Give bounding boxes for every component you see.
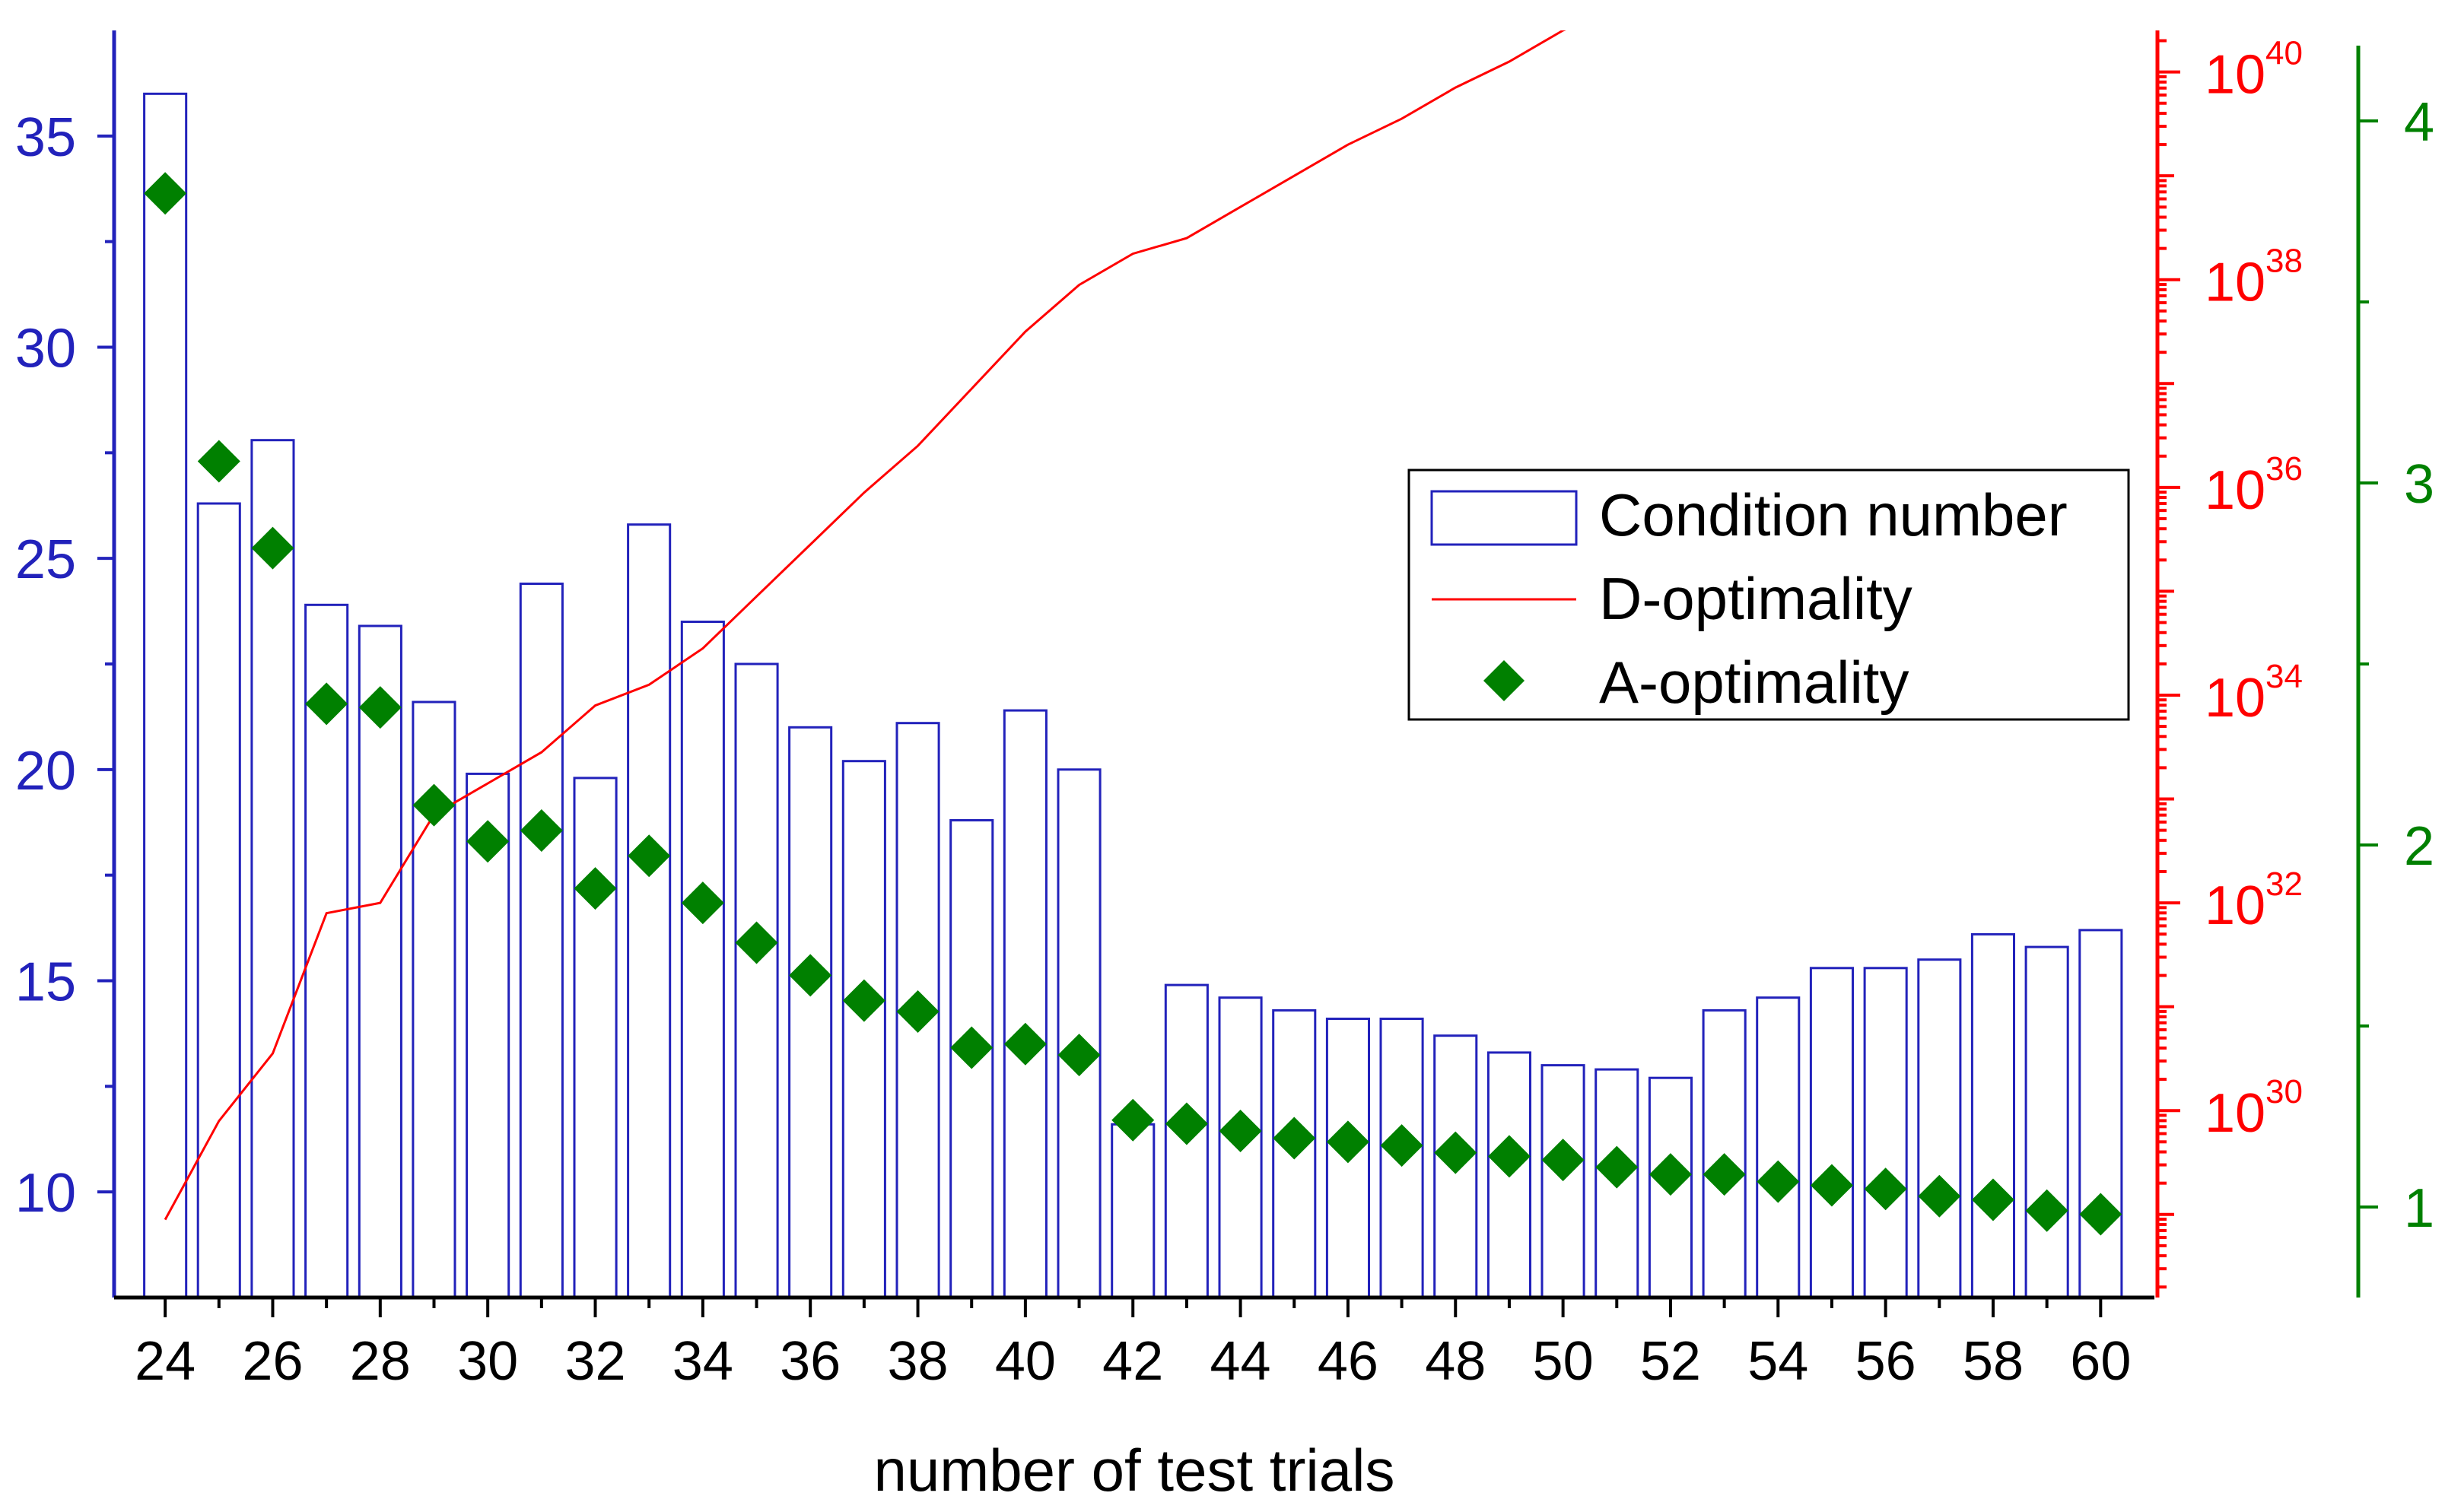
x-axis-title: number of test trials	[874, 1437, 1395, 1504]
a-optimality-point	[1057, 1034, 1101, 1077]
left-y-tick-label: 10	[15, 1163, 76, 1224]
x-tick-label: 52	[1640, 1331, 1701, 1392]
a-optimality-point	[1810, 1164, 1853, 1207]
x-tick-label: 32	[564, 1331, 625, 1392]
x-tick-label: 36	[780, 1331, 841, 1392]
x-tick-label: 56	[1855, 1331, 1916, 1392]
a-optimality-point	[1434, 1131, 1477, 1174]
a-optimality-point	[789, 954, 832, 997]
left-y-tick-label: 35	[15, 107, 76, 168]
x-tick-label: 34	[672, 1331, 733, 1392]
x-tick-label: 60	[2070, 1331, 2131, 1392]
right-y-1-tick-exponent: 32	[2265, 866, 2303, 903]
x-tick-label: 28	[350, 1331, 411, 1392]
legend-box	[1407, 469, 2130, 721]
legend-swatch-condition-number	[1430, 490, 1578, 546]
a-optimality-point	[358, 686, 402, 729]
a-optimality-point	[466, 820, 510, 863]
right-y-1-tick-label: 10	[2205, 45, 2265, 106]
a-optimality-point	[950, 1026, 994, 1069]
a-optimality-point	[1219, 1110, 1262, 1153]
right-y-2-tick-label: 2	[2404, 816, 2434, 877]
x-tick-label: 58	[1963, 1331, 2024, 1392]
x-tick-label: 26	[242, 1331, 303, 1392]
a-optimality-point	[842, 979, 885, 1022]
a-optimality-point	[1918, 1174, 1961, 1218]
x-tick-label: 50	[1533, 1331, 1594, 1392]
a-optimality-point	[1380, 1124, 1423, 1167]
a-optimality-point	[628, 834, 671, 878]
a-optimality-point	[1165, 1102, 1208, 1145]
right-y-1-tick-exponent: 38	[2265, 243, 2303, 280]
a-optimality-point	[2079, 1193, 2122, 1236]
right-y-2-tick-label: 1	[2404, 1178, 2434, 1239]
a-optimality-point	[144, 172, 187, 215]
a-optimality-point	[1595, 1145, 1639, 1189]
a-optimality-point	[1649, 1153, 1692, 1196]
a-optimality-point	[1326, 1120, 1369, 1164]
right-y-1-tick-exponent: 30	[2265, 1073, 2303, 1110]
a-optimality-point	[681, 881, 724, 925]
x-tick-label: 40	[995, 1331, 1056, 1392]
a-optimality-point	[1757, 1160, 1800, 1203]
right-y-2-tick-label: 3	[2404, 454, 2434, 515]
right-y-1-tick-exponent: 34	[2265, 658, 2303, 695]
a-optimality-point	[1111, 1098, 1155, 1142]
left-y-tick-label: 15	[15, 952, 76, 1013]
a-optimality-point	[197, 440, 240, 483]
legend: Condition number D-optimality A-optimali…	[1407, 469, 2130, 721]
x-tick-label: 38	[887, 1331, 948, 1392]
legend-label-a-optimality: A-optimality	[1599, 649, 1909, 716]
right-y-1-tick-label: 10	[2205, 875, 2265, 936]
a-optimality-point	[896, 989, 940, 1033]
x-tick-label: 54	[1747, 1331, 1808, 1392]
x-tick-label: 30	[457, 1331, 518, 1392]
x-tick-label: 48	[1425, 1331, 1486, 1392]
right-y-1-tick-exponent: 36	[2265, 450, 2303, 488]
x-tick-label: 42	[1102, 1331, 1163, 1392]
d-optimality-line-group	[164, 30, 1566, 1221]
a-optimality-point	[1864, 1167, 1907, 1211]
legend-label-condition-number: Condition number	[1599, 481, 2068, 548]
a-optimality-point	[251, 526, 294, 570]
a-optimality-point	[735, 921, 778, 964]
x-tick-label: 46	[1318, 1331, 1378, 1392]
a-optimality-point	[1703, 1153, 1746, 1196]
a-optimality-point	[412, 783, 456, 827]
a-optimality-point	[574, 867, 617, 910]
left-y-tick-label: 20	[15, 741, 76, 802]
x-tick-label: 24	[135, 1331, 196, 1392]
left-y-tick-label: 25	[15, 529, 76, 590]
legend-swatch-a-optimality	[1483, 660, 1525, 701]
right-y-2-tick-label: 4	[2404, 92, 2434, 153]
a-optimality-point	[2025, 1189, 2068, 1232]
right-y-1-tick-label: 10	[2205, 668, 2265, 729]
right-y-1-tick-label: 10	[2205, 1083, 2265, 1144]
a-optimality-point	[305, 682, 348, 726]
a-optimality-points	[144, 172, 2122, 1236]
d-optimality-line	[164, 30, 1566, 1221]
x-tick-label: 44	[1210, 1331, 1271, 1392]
legend-label-d-optimality: D-optimality	[1599, 565, 1912, 632]
a-optimality-point	[1541, 1139, 1585, 1182]
a-optimality-point	[1273, 1117, 1316, 1160]
right-y-1-tick-label: 10	[2205, 253, 2265, 313]
a-optimality-point	[1487, 1135, 1531, 1178]
a-optimality-point	[1971, 1178, 2014, 1221]
a-optimality-point	[1003, 1022, 1047, 1066]
right-y-1-tick-label: 10	[2205, 460, 2265, 521]
a-optimality-point	[520, 808, 563, 852]
left-y-tick-label: 30	[15, 319, 76, 380]
right-y-1-tick-exponent: 40	[2265, 35, 2303, 72]
